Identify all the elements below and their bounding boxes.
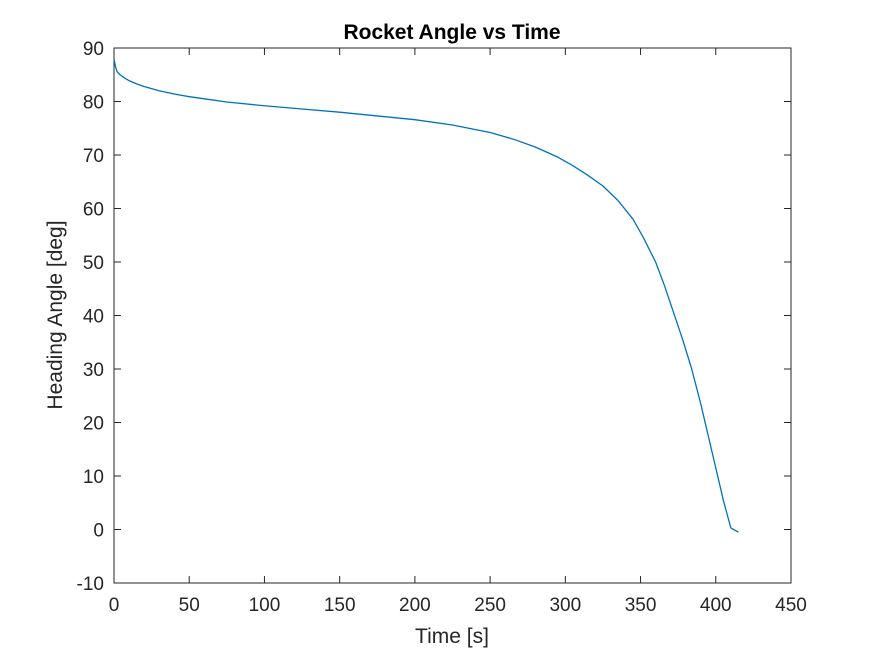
y-tick-label: 50 <box>83 253 104 274</box>
x-tick-label: 150 <box>324 595 356 616</box>
x-tick-label: 300 <box>549 595 581 616</box>
chart-title: Rocket Angle vs Time <box>343 21 560 44</box>
x-tick-label: 0 <box>109 595 120 616</box>
x-axis-ticks: 0 50 100 150 200 250 300 350 400 450 <box>109 48 807 616</box>
x-axis-label: Time [s] <box>415 625 489 648</box>
y-tick-label: 20 <box>83 414 104 435</box>
y-tick-label: 70 <box>83 146 104 167</box>
series-layer <box>113 58 739 533</box>
x-tick-label: 450 <box>775 595 807 616</box>
y-tick-label: 10 <box>83 467 104 488</box>
plot-area <box>113 47 792 584</box>
x-tick-label: 400 <box>700 595 732 616</box>
y-tick-label: 90 <box>83 39 104 60</box>
x-tick-label: 250 <box>474 595 506 616</box>
x-tick-label: 50 <box>179 595 200 616</box>
y-axis-ticks: -10 0 10 20 30 40 50 60 70 80 90 <box>77 39 791 595</box>
y-tick-label: 40 <box>83 307 104 328</box>
y-tick-label: 30 <box>83 360 104 381</box>
y-tick-label: -10 <box>77 574 104 595</box>
series-line <box>113 58 739 533</box>
x-tick-label: 200 <box>399 595 431 616</box>
y-tick-label: 60 <box>83 200 104 221</box>
x-tick-label: 100 <box>249 595 281 616</box>
y-axis-label: Heading Angle [deg] <box>44 220 67 409</box>
y-tick-label: 80 <box>83 93 104 114</box>
x-tick-label: 350 <box>625 595 657 616</box>
y-tick-label: 0 <box>93 521 104 542</box>
